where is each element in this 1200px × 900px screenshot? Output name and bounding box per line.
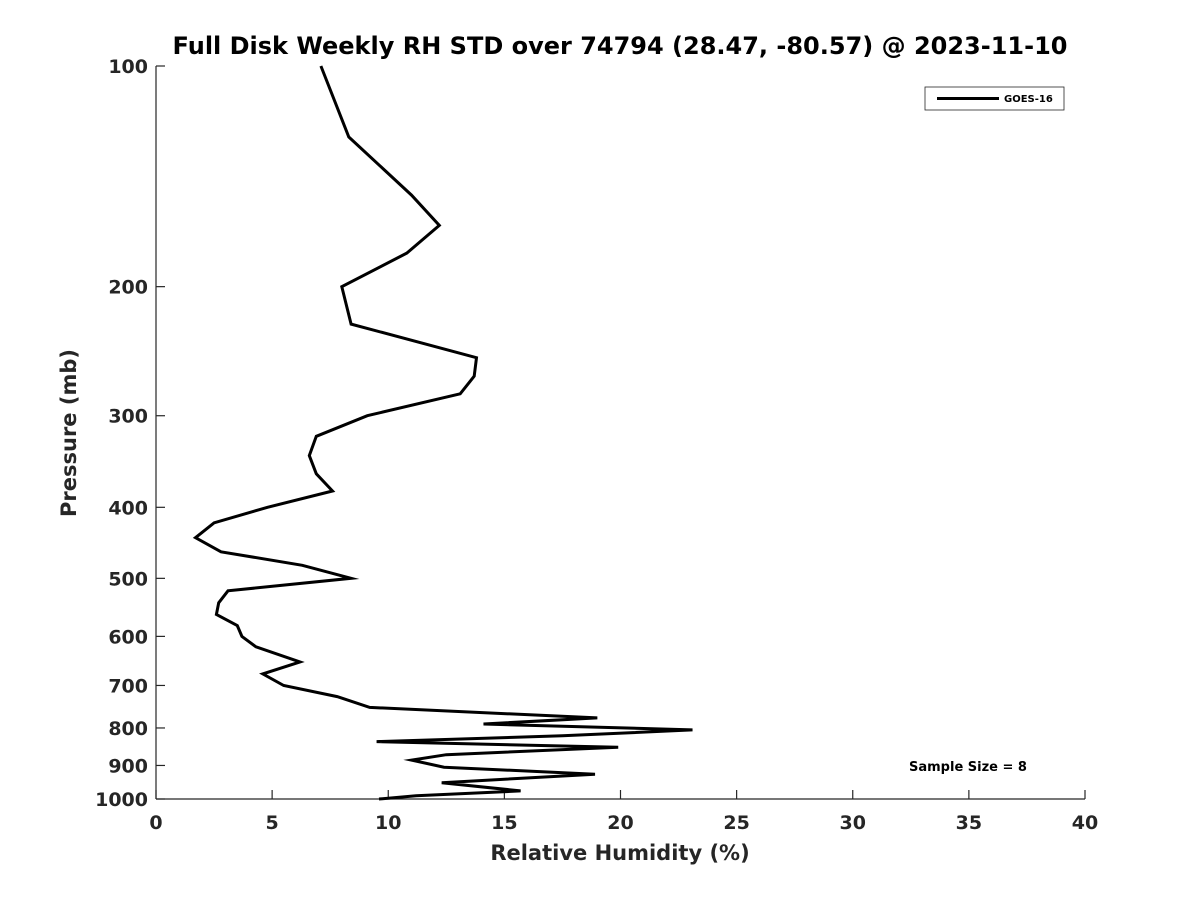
x-tick-label-35: 35 (956, 812, 982, 834)
x-tick-label-30: 30 (840, 812, 866, 834)
x-axis-label: Relative Humidity (%) (490, 841, 749, 865)
y-tick-label-800: 800 (108, 718, 148, 740)
x-tick-label-5: 5 (266, 812, 279, 834)
y-tick-label-500: 500 (108, 568, 148, 590)
x-tick-label-20: 20 (607, 812, 633, 834)
y-tick-label-900: 900 (108, 755, 148, 777)
y-tick-label-700: 700 (108, 675, 148, 697)
x-tick-label-10: 10 (375, 812, 401, 834)
x-axis-ticks: 0 5 10 15 20 25 30 35 40 (149, 790, 1098, 834)
y-tick-label-300: 300 (108, 406, 148, 428)
legend: GOES-16 (924, 86, 1065, 111)
y-tick-label-1000: 1000 (95, 789, 148, 811)
plot-area: 0 5 10 15 20 25 30 35 40 100 200 300 400 500 600 700 80… (95, 56, 1098, 834)
y-tick-label-400: 400 (108, 497, 148, 519)
y-tick-label-600: 600 (108, 626, 148, 648)
y-tick-label-200: 200 (108, 277, 148, 299)
y-axis-ticks: 100 200 300 400 500 600 700 800 900 1000 (95, 56, 165, 811)
x-tick-label-15: 15 (491, 812, 517, 834)
sample-size-annotation: Sample Size = 8 (909, 760, 1027, 775)
legend-entry-goes-16: GOES-16 (1004, 94, 1053, 105)
series-layer (192, 65, 693, 801)
series-line-goes-16 (192, 65, 693, 801)
y-tick-label-100: 100 (108, 56, 148, 78)
x-tick-label-25: 25 (723, 812, 749, 834)
x-tick-label-0: 0 (149, 812, 162, 834)
y-axis-label: Pressure (mb) (57, 349, 81, 517)
chart-title: Full Disk Weekly RH STD over 74794 (28.4… (173, 32, 1068, 60)
x-tick-label-40: 40 (1072, 812, 1098, 834)
